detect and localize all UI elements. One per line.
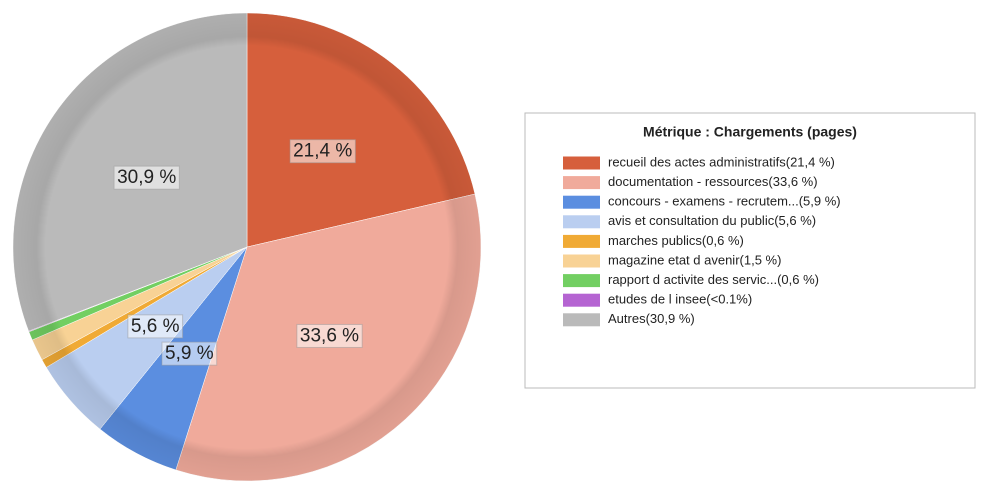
legend: recueil des actes administratifs(21,4 %)… (563, 154, 841, 327)
legend-swatch (563, 215, 600, 229)
pie (12, 12, 482, 482)
legend-swatch (563, 254, 600, 268)
legend-swatch (563, 234, 600, 248)
legend-label: marches publics(0,6 %) (608, 233, 744, 248)
legend-label: Autres(30,9 %) (608, 311, 695, 326)
slice-label-group: 33,6 % (296, 323, 363, 348)
legend-label: etudes de l insee(<0.1%) (608, 292, 752, 307)
slice-label: 33,6 % (300, 325, 359, 346)
slice-label: 5,6 % (131, 316, 180, 337)
legend-title: Métrique : Chargements (pages) (643, 124, 857, 140)
legend-label: rapport d activite des servic...(0,6 %) (608, 272, 819, 287)
slice-label: 21,4 % (293, 141, 352, 162)
legend-label: magazine etat d avenir(1,5 %) (608, 252, 781, 267)
slice-label: 30,9 % (117, 167, 176, 188)
legend-label: documentation - ressources(33,6 %) (608, 174, 818, 189)
legend-swatch (563, 176, 600, 190)
slice-label: 5,9 % (165, 343, 214, 364)
slice-label-group: 21,4 % (289, 139, 356, 164)
slice-label-bg (127, 314, 184, 339)
legend-label: concours - examens - recrutem...(5,9 %) (608, 194, 841, 209)
legend-swatch (563, 274, 600, 288)
slice-label-bg (161, 341, 218, 366)
slice-label-group: 5,6 % (127, 314, 184, 339)
slice-labels: 21,4 % 33,6 % 5,9 % 5,6 % 30,9 % (113, 139, 363, 366)
legend-swatch (563, 195, 600, 209)
slice-label-bg (113, 165, 180, 190)
slice-label-bg (296, 323, 363, 348)
legend-label: recueil des actes administratifs(21,4 %) (608, 154, 835, 169)
slice-label-group: 30,9 % (113, 165, 180, 190)
legend-label: avis et consultation du public(5,6 %) (608, 213, 816, 228)
legend-swatch (563, 313, 600, 327)
slice-label-bg (289, 139, 356, 164)
slice-label-group: 5,9 % (161, 341, 218, 366)
legend-swatch (563, 293, 600, 307)
legend-swatch (563, 156, 600, 170)
